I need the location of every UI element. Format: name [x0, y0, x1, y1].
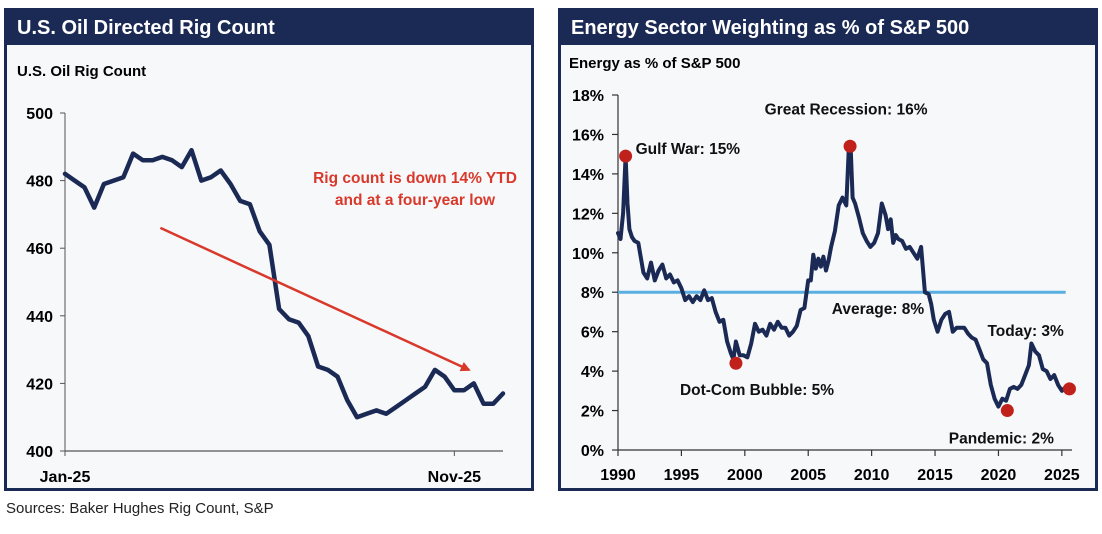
y-tick-label: 12%	[572, 206, 604, 223]
energy-weighting-chart: 0% 2% 4% 6% 8% 10% 12% 14% 16% 18% 1990 1995 2000 200…	[572, 88, 1080, 484]
annotation-line-2: and at a four-year low	[335, 192, 496, 209]
x-tick-label: Nov-25	[428, 469, 481, 485]
dot-com-bubble-label: Dot-Com Bubble: 5%	[680, 382, 834, 399]
energy-weighting-line	[616, 146, 1068, 409]
x-tick-label: 2020	[981, 467, 1017, 484]
y-tick-label: 440	[26, 309, 53, 326]
rig-count-axis-title: U.S. Oil Rig Count	[17, 63, 147, 80]
x-tick-label: Jan-25	[40, 469, 91, 485]
y-tick-label: 4%	[581, 364, 604, 381]
gulf-war-label: Gulf War: 15%	[636, 141, 741, 158]
annotation-line-1: Rig count is down 14% YTD	[313, 170, 517, 187]
sources-note: Sources: Baker Hughes Rig Count, S&P	[6, 500, 274, 517]
y-tick-label: 400	[26, 444, 53, 461]
average-label: Average: 8%	[832, 301, 925, 318]
gulf-war-marker	[619, 149, 633, 163]
rig-count-line	[62, 147, 506, 420]
x-tick-label: 2010	[854, 467, 890, 484]
energy-axis-title: Energy as % of S&P 500	[569, 55, 741, 72]
rig-count-chart: 400 420 440 460 480 500 Jan-25 Nov-25 Rig count…	[26, 106, 517, 485]
pandemic-label: Pandemic: 2%	[949, 431, 1054, 448]
y-tick-label: 10%	[572, 246, 604, 263]
today-marker	[1062, 382, 1076, 396]
x-tick-label: 2000	[727, 467, 763, 484]
y-tick-label: 6%	[581, 325, 604, 342]
rig-count-title: U.S. Oil Directed Rig Count	[17, 17, 275, 39]
y-tick-label: 500	[26, 106, 53, 123]
y-tick-label: 0%	[581, 443, 604, 460]
today-label: Today: 3%	[987, 323, 1064, 340]
rig-count-panel: U.S. Oil Directed Rig Count U.S. Oil Rig…	[4, 8, 534, 491]
y-tick-label: 420	[26, 376, 53, 393]
x-tick-label: 1995	[664, 467, 700, 484]
annotation-arrow	[159, 226, 471, 372]
x-tick-label: 1990	[600, 467, 636, 484]
pandemic-marker	[1000, 404, 1014, 418]
y-tick-label: 8%	[581, 285, 604, 302]
energy-weighting-panel: Energy Sector Weighting as % of S&P 500 …	[558, 8, 1098, 491]
dot-com-bubble-marker	[729, 356, 743, 370]
great-recession-label: Great Recession: 16%	[765, 101, 928, 118]
great-recession-marker	[843, 139, 857, 153]
y-tick-label: 2%	[581, 404, 604, 421]
rig-count-header: U.S. Oil Directed Rig Count	[7, 11, 531, 45]
x-tick-label: 2025	[1044, 467, 1080, 484]
x-tick-label: 2015	[917, 467, 953, 484]
y-tick-label: 460	[26, 241, 53, 258]
y-tick-label: 18%	[572, 88, 604, 105]
energy-weighting-header: Energy Sector Weighting as % of S&P 500	[561, 11, 1095, 45]
x-tick-label: 2005	[790, 467, 826, 484]
y-tick-label: 14%	[572, 167, 604, 184]
y-tick-label: 16%	[572, 127, 604, 144]
energy-weighting-title: Energy Sector Weighting as % of S&P 500	[571, 17, 970, 39]
y-tick-label: 480	[26, 174, 53, 191]
